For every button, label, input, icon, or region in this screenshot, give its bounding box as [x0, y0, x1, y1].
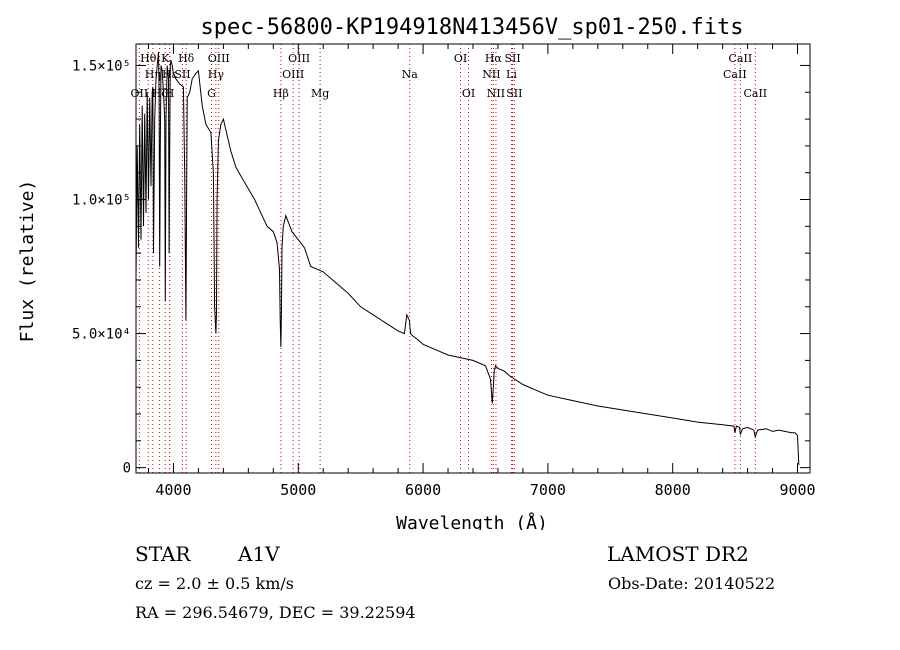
x-axis: 4000 5000 6000 7000 8000 9000: [147, 44, 816, 499]
line-label: H: [165, 87, 175, 100]
x-tick-label: 7000: [530, 481, 566, 499]
line-label: Li: [506, 68, 517, 81]
coordinates: RA = 296.54679, DEC = 39.22594: [135, 603, 416, 622]
y-tick-label: 1.0×10⁵: [72, 193, 131, 209]
line-label: Hβ: [273, 87, 289, 100]
line-label: NII: [482, 68, 500, 81]
line-label: CaII: [743, 87, 767, 100]
emission-line-labels: OIIHθHηHζKHHεSIIHδGHγOIIIHβOIIIOIIIMgNaO…: [131, 52, 768, 100]
x-tick-label: 8000: [655, 481, 691, 499]
y-axis: 0 5.0×10⁴ 1.0×10⁵ 1.5×10⁵: [72, 58, 810, 477]
y-tick-label: 0: [123, 461, 131, 477]
line-label: CaII: [723, 68, 747, 81]
x-tick-label: 5000: [280, 481, 316, 499]
line-label: SII: [174, 68, 190, 81]
line-label: Hγ: [208, 68, 225, 81]
line-label: K: [161, 52, 170, 65]
line-label: Mg: [311, 87, 329, 100]
y-axis-label: Flux (relative): [17, 180, 38, 343]
line-label: OI: [462, 87, 475, 100]
redshift-value: cz = 2.0 ± 0.5 km/s: [135, 574, 294, 593]
plot-frame: [135, 43, 811, 474]
line-label: SII: [504, 52, 520, 65]
object-class: STAR: [135, 542, 191, 566]
observation-date: Obs-Date: 20140522: [608, 574, 776, 593]
x-axis-label: Wavelength (Å): [396, 512, 548, 530]
line-label: OIII: [282, 68, 304, 81]
line-label: Hδ: [178, 52, 195, 65]
spectrum-chart: spec-56800-KP194918N413456V_sp01-250.fit…: [17, 15, 816, 530]
line-label: OIII: [288, 52, 310, 65]
spectrum-line: [135, 51, 800, 466]
y-tick-label: 5.0×10⁴: [72, 327, 131, 343]
y-tick-label: 1.5×10⁵: [72, 58, 131, 74]
survey-release: LAMOST DR2: [607, 542, 749, 566]
x-tick-label: 4000: [155, 481, 191, 499]
subclass: A1V: [238, 542, 280, 566]
x-tick-label: 6000: [405, 481, 441, 499]
chart-title: spec-56800-KP194918N413456V_sp01-250.fit…: [200, 15, 743, 40]
line-label: OI: [454, 52, 467, 65]
line-label: OIII: [208, 52, 230, 65]
line-label: SII: [506, 87, 522, 100]
line-label: Hα: [485, 52, 503, 65]
line-label: OII: [131, 87, 149, 100]
line-label: Hθ: [140, 52, 157, 65]
line-label: CaII: [729, 52, 753, 65]
emission-line-markers: [138, 44, 756, 473]
x-tick-label: 9000: [779, 481, 815, 499]
line-label: G: [207, 87, 216, 100]
line-label: NII: [487, 87, 505, 100]
line-label: Na: [402, 68, 419, 81]
